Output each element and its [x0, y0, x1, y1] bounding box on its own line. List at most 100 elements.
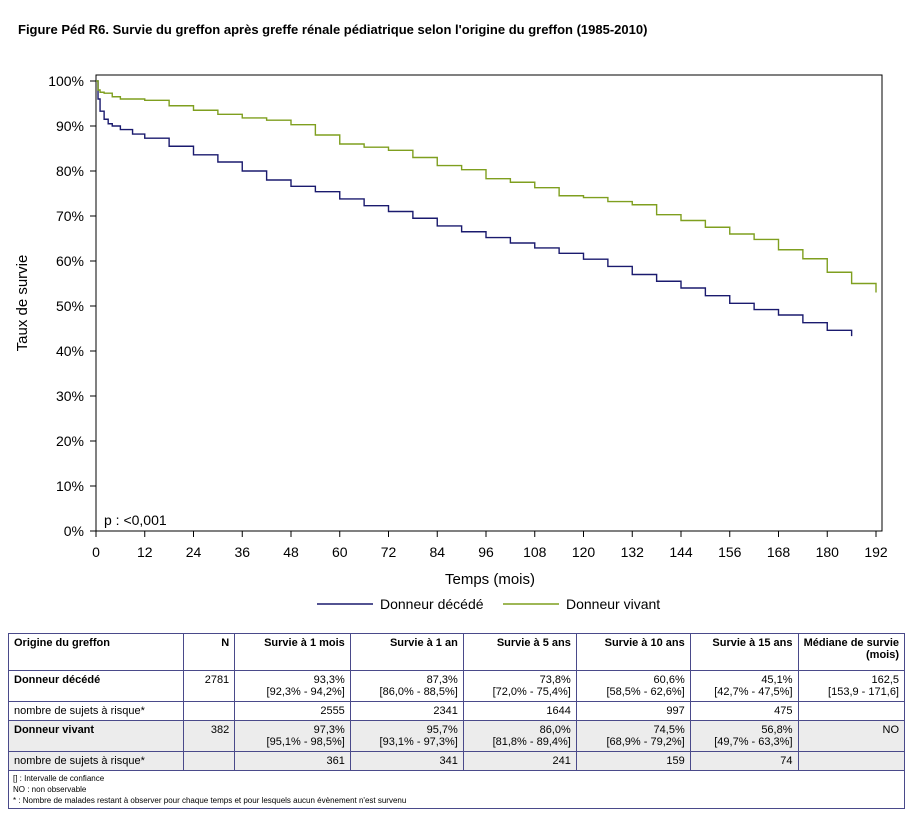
series-line-1: [96, 80, 853, 337]
table-notes: [] : Intervalle de confiance NO : non obs…: [8, 770, 905, 809]
survival-table: Origine du greffon N Survie à 1 mois Survie…: [7, 633, 906, 809]
x-tick-label: 180: [816, 544, 840, 560]
at-risk-count: 159: [575, 751, 691, 771]
survival-value: 97,3% [95,1% - 98,5%]: [234, 720, 351, 752]
note-line: [] : Intervalle de confiance: [13, 774, 105, 783]
survival-value: 60,6% [58,5% - 62,6%]: [575, 670, 691, 702]
at-risk-count: 475: [689, 701, 799, 721]
column-header: Médiane de survie (mois): [797, 633, 906, 671]
survival-value: 45,1% [42,7% - 47,5%]: [689, 670, 799, 702]
group-n: 2781: [183, 670, 236, 702]
y-tick-label: 0%: [64, 523, 84, 539]
y-tick-label: 80%: [56, 163, 84, 179]
y-tick-label: 60%: [56, 253, 84, 269]
y-tick-label: 30%: [56, 388, 84, 404]
confidence-interval: [86,0% - 88,5%]: [379, 686, 458, 698]
survival-value: 87,3% [86,0% - 88,5%]: [349, 670, 464, 702]
y-tick-label: 20%: [56, 433, 84, 449]
x-tick-label: 72: [381, 544, 397, 560]
x-tick-label: 60: [332, 544, 348, 560]
x-tick-label: 144: [669, 544, 693, 560]
survival-value: 93,3% [92,3% - 94,2%]: [234, 670, 351, 702]
at-risk-count: [797, 701, 906, 721]
at-risk-count: 997: [575, 701, 691, 721]
survival-estimate: 45,1%: [761, 674, 793, 686]
table-row: Donneur décédé 2781 93,3% [92,3% - 94,2%] 87…: [7, 670, 906, 702]
legend: Donneur décédé Donneur vivant: [317, 596, 660, 612]
at-risk-blank: [183, 751, 236, 771]
x-tick-label: 24: [186, 544, 202, 560]
y-tick-label: 40%: [56, 343, 84, 359]
at-risk-blank: [183, 701, 236, 721]
table-body: Donneur décédé 2781 93,3% [92,3% - 94,2%] 87…: [7, 670, 906, 809]
p-value-annotation: p : <0,001: [104, 512, 167, 528]
confidence-interval: [93,1% - 97,3%]: [379, 736, 458, 748]
x-tick-label: 132: [621, 544, 645, 560]
x-tick-label: 168: [767, 544, 791, 560]
y-tick-label: 90%: [56, 118, 84, 134]
x-tick-label: 108: [523, 544, 547, 560]
survival-estimate: 97,3%: [313, 724, 345, 736]
survival-value: 74,5% [68,9% - 79,2%]: [575, 720, 691, 752]
x-axis-title: Temps (mois): [445, 571, 535, 588]
x-tick-label: 0: [92, 544, 100, 560]
confidence-interval: [72,0% - 75,4%]: [492, 686, 571, 698]
y-tick-label: 100%: [48, 73, 84, 89]
x-tick-label: 192: [864, 544, 888, 560]
survival-estimate: NO: [882, 724, 900, 736]
at-risk-count: [797, 751, 906, 771]
confidence-interval: [92,3% - 94,2%]: [266, 686, 345, 698]
group-name: Donneur décédé: [7, 670, 185, 702]
survival-value: 162,5 [153,9 - 171,6]: [797, 670, 906, 702]
survival-estimate: 162,5: [871, 674, 899, 686]
at-risk-count: 74: [689, 751, 799, 771]
column-header: Origine du greffon: [7, 633, 185, 671]
survival-curves: [96, 80, 877, 337]
column-header: N: [183, 633, 236, 671]
at-risk-count: 361: [234, 751, 351, 771]
note-line: * : Nombre de malades restant à observer…: [13, 796, 407, 805]
at-risk-count: 2341: [349, 701, 464, 721]
survival-value: 56,8% [49,7% - 63,3%]: [689, 720, 799, 752]
confidence-interval: [58,5% - 62,6%]: [606, 686, 685, 698]
axis-ticks: 0 12 24 36 48 60 72 84 96 108 120 132 144 156 168 180 19…: [48, 73, 888, 560]
at-risk-count: 2555: [234, 701, 351, 721]
y-tick-label: 70%: [56, 208, 84, 224]
y-axis-title: Taux de survie: [14, 255, 31, 352]
survival-estimate: 73,8%: [539, 674, 571, 686]
survival-value: NO: [797, 720, 906, 752]
survival-estimate: 56,8%: [761, 724, 793, 736]
column-header: Survie à 1 mois: [234, 633, 351, 671]
survival-value: 95,7% [93,1% - 97,3%]: [349, 720, 464, 752]
x-tick-label: 48: [283, 544, 299, 560]
column-header: Survie à 1 an: [349, 633, 464, 671]
column-header: Survie à 15 ans: [689, 633, 799, 671]
x-tick-label: 156: [718, 544, 742, 560]
table-header-row: Origine du greffon N Survie à 1 mois Survie…: [7, 633, 906, 671]
at-risk-label: nombre de sujets à risque*: [7, 751, 185, 771]
confidence-interval: [95,1% - 98,5%]: [266, 736, 345, 748]
survival-estimate: 74,5%: [653, 724, 685, 736]
survival-value: 86,0% [81,8% - 89,4%]: [462, 720, 577, 752]
survival-estimate: 60,6%: [653, 674, 685, 686]
y-tick-label: 10%: [56, 478, 84, 494]
survival-chart: 0 12 24 36 48 60 72 84 96 108 120 132 144 156 168 180 19…: [14, 73, 888, 612]
series-line-2: [96, 80, 877, 293]
survival-estimate: 86,0%: [539, 724, 571, 736]
confidence-interval: [49,7% - 63,3%]: [714, 736, 793, 748]
x-tick-label: 120: [572, 544, 596, 560]
confidence-interval: [42,7% - 47,5%]: [714, 686, 793, 698]
at-risk-count: 241: [462, 751, 577, 771]
at-risk-label: nombre de sujets à risque*: [7, 701, 185, 721]
table-row: nombre de sujets à risque* 2555 2341 1644 99…: [7, 701, 906, 721]
note-line: NO : non observable: [13, 785, 87, 794]
confidence-interval: [81,8% - 89,4%]: [492, 736, 571, 748]
notes-row: [] : Intervalle de confiance NO : non obs…: [8, 770, 905, 809]
survival-estimate: 93,3%: [313, 674, 345, 686]
x-tick-label: 84: [429, 544, 445, 560]
survival-estimate: 87,3%: [426, 674, 458, 686]
table-row: nombre de sujets à risque* 361 341 241 159 74: [7, 751, 906, 771]
survival-estimate: 95,7%: [426, 724, 458, 736]
legend-label: Donneur décédé: [380, 596, 484, 612]
figure-title: Figure Péd R6. Survie du greffon après g…: [18, 22, 648, 37]
